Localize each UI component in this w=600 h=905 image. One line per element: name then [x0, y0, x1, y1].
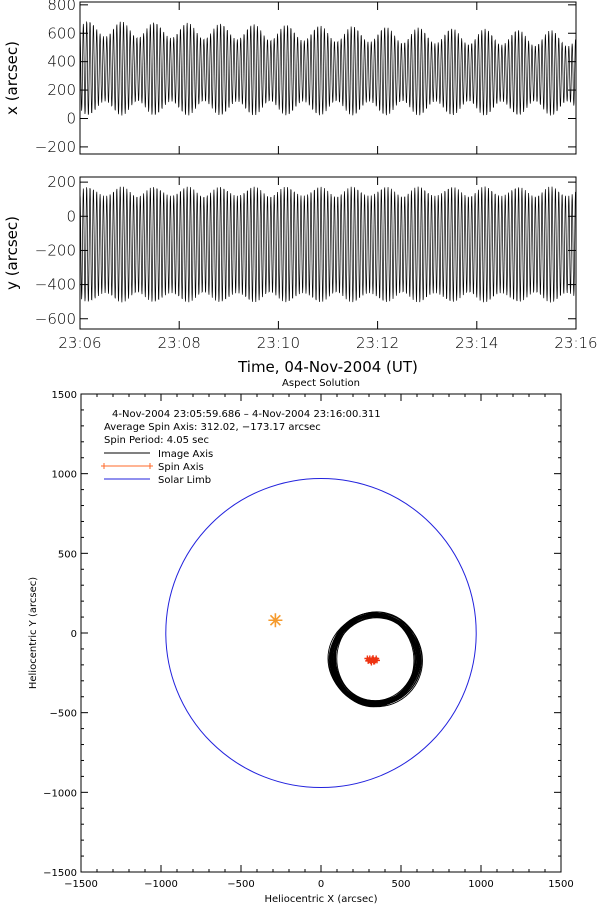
ytick-label: −200	[35, 138, 76, 156]
panel-y-ytick-labels: 200 0 −200 −400 −600	[35, 173, 76, 328]
ytick-label: 0	[66, 207, 76, 225]
ytick-label: 1500	[52, 390, 77, 401]
legend-spin-axis-marker-right	[147, 463, 153, 469]
image-axis-ring	[329, 614, 422, 706]
spin-axis-point	[370, 656, 377, 663]
xtick-label: 23:08	[158, 334, 201, 352]
panel-x-frame	[79, 1, 577, 155]
xtick-label: 0	[318, 879, 324, 890]
ytick-label: 200	[47, 81, 76, 99]
xtick-label: 1000	[468, 879, 493, 890]
legend: Image Axis Spin Axis Solar Limb	[101, 449, 213, 486]
aspect-xtick-labels: −1500 −1000 −500 0 500 1000 1500	[64, 879, 574, 890]
info-average-spin-axis: Average Spin Axis: 312.02, −173.17 arcse…	[104, 422, 321, 433]
panel-x-ticks	[79, 2, 577, 154]
star-marker	[268, 613, 283, 628]
panel-x-ytick-labels: 800 600 400 200 0 −200	[35, 0, 76, 156]
panel-aspect: Aspect Solution −1500 −1000 −500 0 500 1000 15…	[28, 378, 574, 905]
legend-image-axis-label: Image Axis	[158, 449, 213, 460]
legend-spin-axis-marker-left	[101, 463, 107, 469]
ytick-label: −200	[35, 241, 76, 259]
legend-spin-axis-label: Spin Axis	[158, 462, 204, 473]
panel-y-xlabel: Time, 04-Nov-2004 (UT)	[237, 358, 418, 376]
ytick-label: 0	[66, 109, 76, 127]
aspect-ticks	[80, 393, 562, 873]
aspect-xlabel: Heliocentric X (arcsec)	[264, 894, 377, 905]
panel-y-series-line	[79, 186, 577, 303]
solar-limb-circle	[165, 477, 477, 789]
ytick-label: 500	[58, 549, 77, 560]
xtick-label: −1500	[64, 879, 98, 890]
image-axis-rings	[327, 611, 423, 708]
ytick-label: 0	[71, 629, 77, 640]
image-axis-ring	[330, 614, 423, 708]
xtick-label: 1500	[548, 879, 573, 890]
ytick-label: 800	[47, 0, 76, 14]
xtick-label: −500	[227, 879, 254, 890]
info-time-range: 4-Nov-2004 23:05:59.686 – 4-Nov-2004 23:…	[112, 409, 381, 420]
info-spin-period: Spin Period: 4.05 sec	[104, 435, 209, 446]
spin-axis-point	[373, 655, 380, 662]
ytick-label: 600	[47, 24, 76, 42]
xtick-label: −1000	[144, 879, 178, 890]
xtick-label: 23:14	[455, 334, 498, 352]
ytick-label: −1000	[43, 788, 77, 799]
xtick-label: 23:06	[58, 334, 101, 352]
spin-axis-points	[364, 655, 380, 666]
panel-y-ylabel: y (arcsec)	[3, 216, 21, 290]
ytick-label: 200	[47, 173, 76, 191]
panel-x-series-line	[79, 21, 577, 116]
xtick-label: 500	[391, 879, 410, 890]
legend-solar-limb-label: Solar Limb	[158, 475, 211, 486]
xtick-label: 23:10	[257, 334, 300, 352]
star-marker-asterisk	[268, 613, 283, 628]
ytick-label: −600	[35, 310, 76, 328]
aspect-ytick-labels: 1500 1000 500 0 −500 −1000 −1500	[43, 390, 77, 879]
panel-y-xtick-labels: 23:06 23:08 23:10 23:12 23:14 23:16	[58, 334, 597, 352]
xtick-label: 23:16	[554, 334, 597, 352]
aspect-ylabel: Heliocentric Y (arcsec)	[28, 577, 39, 689]
panel-x-ylabel: x (arcsec)	[3, 41, 21, 115]
ytick-label: 400	[47, 53, 76, 71]
panel-x: 800 600 400 200 0 −200 x (arcsec)	[3, 0, 577, 156]
ytick-label: −1500	[43, 868, 77, 879]
panel-y-frame	[79, 176, 577, 330]
ytick-label: −500	[50, 709, 77, 720]
aspect-title: Aspect Solution	[282, 378, 360, 389]
ytick-label: −400	[35, 276, 76, 294]
xtick-label: 23:12	[356, 334, 399, 352]
ytick-label: 1000	[52, 470, 77, 481]
